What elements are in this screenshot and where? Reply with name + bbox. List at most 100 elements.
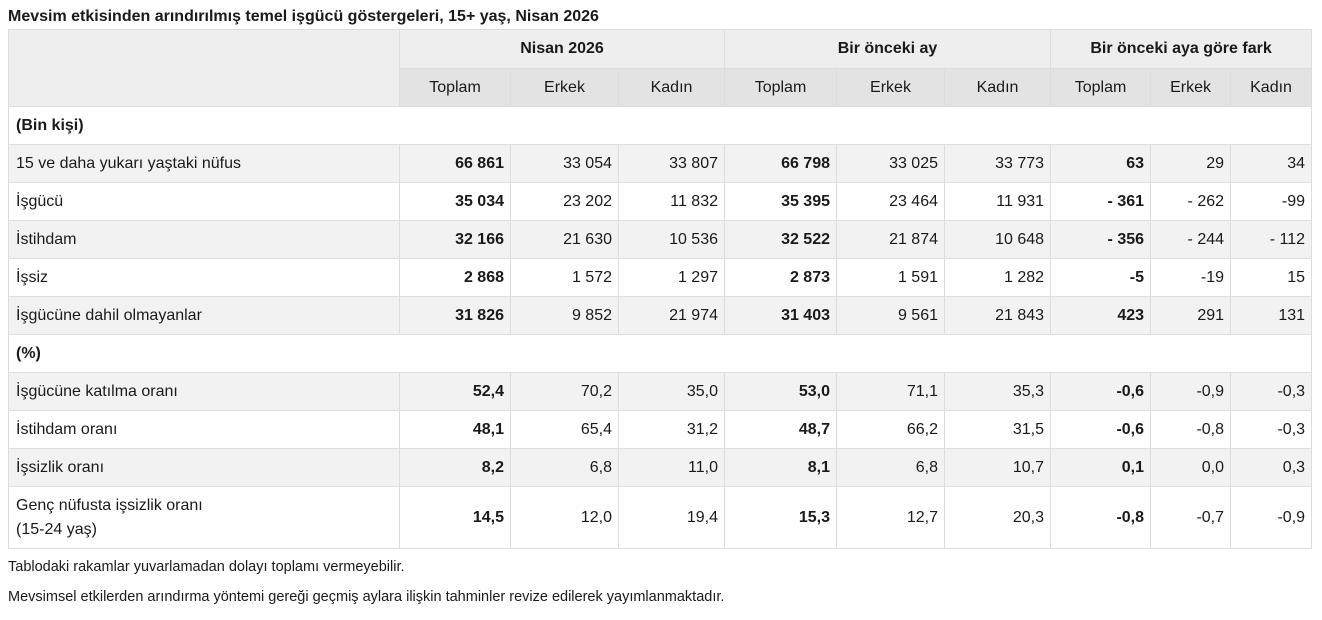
value-cell: 14,5 [399, 486, 511, 549]
value-cell: - 244 [1150, 220, 1232, 259]
value-cell: 66 861 [399, 144, 511, 183]
value-cell: - 262 [1150, 182, 1232, 221]
section-label: (%) [7, 334, 1313, 373]
value-cell: -0,3 [1230, 372, 1313, 411]
section-row: (%) [7, 334, 1313, 373]
value-cell: 31,2 [618, 410, 725, 449]
value-cell: 11,0 [618, 448, 725, 487]
value-cell: 2 868 [399, 258, 511, 297]
row-label: İşsizlik oranı [16, 458, 105, 476]
value-cell: 71,1 [836, 372, 945, 411]
footnote-seasonal-adjustment: Mevsimsel etkilerden arındırma yöntemi g… [8, 589, 725, 605]
value-cell: 29 [1150, 144, 1232, 183]
value-cell: -0,9 [1150, 372, 1232, 411]
header-sub-cell: Erkek [1150, 68, 1232, 107]
value-cell: 48,7 [724, 410, 837, 449]
row-label-cell: İşgücüne dahil olmayanlar [8, 296, 400, 335]
value-cell: -0,6 [1050, 372, 1152, 411]
header-sub-cell: Erkek [510, 68, 619, 107]
value-cell: 23 202 [510, 182, 619, 221]
value-cell: -19 [1150, 258, 1232, 297]
value-cell: 8,2 [399, 448, 511, 487]
value-cell: 423 [1050, 296, 1152, 335]
table-row: İşgücüne katılma oranı 52,4 70,2 35,0 53,0 71… [8, 372, 1313, 411]
value-cell: 31,5 [943, 410, 1052, 449]
value-cell: 9 561 [836, 296, 945, 335]
table-row: İşsizlik oranı 8,2 6,8 11,0 8,1 6,8 10,7 0,1 0,0… [8, 448, 1313, 487]
value-cell: -0,9 [1230, 486, 1313, 549]
value-cell: 33 054 [510, 144, 619, 183]
header-sub-cell: Toplam [724, 68, 837, 107]
value-cell: 12,7 [836, 486, 945, 549]
table-body: (Bin kişi) 15 ve daha yukarı yaştaki nüfu… [7, 106, 1313, 549]
value-cell: 11 931 [943, 182, 1052, 221]
value-cell: 2 873 [724, 258, 837, 297]
value-cell: 31 403 [724, 296, 837, 335]
header-group-previous-month: Bir önceki ay [723, 29, 1052, 69]
value-cell: 34 [1230, 144, 1313, 183]
section-label: (Bin kişi) [7, 106, 1313, 145]
table-title: Mevsim etkisinden arındırılmış temel işg… [8, 8, 599, 25]
value-cell: 1 282 [943, 258, 1052, 297]
value-cell: -99 [1230, 182, 1313, 221]
value-cell: 12,0 [510, 486, 619, 549]
value-cell: 8,1 [724, 448, 837, 487]
header-group-current-month: Nisan 2026 [399, 29, 725, 69]
value-cell: 21 974 [618, 296, 725, 335]
value-cell: 32 522 [724, 220, 837, 259]
value-cell: 48,1 [399, 410, 511, 449]
value-cell: -0,8 [1150, 410, 1232, 449]
header-group-difference: Bir önceki aya göre fark [1050, 29, 1313, 69]
header-sub-cell: Kadın [1230, 68, 1313, 107]
value-cell: 33 025 [836, 144, 945, 183]
row-label-cell: İstihdam [8, 220, 400, 259]
value-cell: 70,2 [510, 372, 619, 411]
value-cell: 65,4 [510, 410, 619, 449]
value-cell: 6,8 [510, 448, 619, 487]
row-label: İşgücüne katılma oranı [16, 382, 178, 400]
value-cell: 1 572 [510, 258, 619, 297]
value-cell: 15,3 [724, 486, 837, 549]
value-cell: 33 773 [943, 144, 1052, 183]
header-sub-cell: Toplam [399, 68, 511, 107]
value-cell: 52,4 [399, 372, 511, 411]
header-corner-cell [8, 29, 400, 107]
value-cell: -0,6 [1050, 410, 1152, 449]
value-cell: 35 395 [724, 182, 837, 221]
value-cell: 10,7 [943, 448, 1052, 487]
value-cell: 15 [1230, 258, 1313, 297]
value-cell: 21 630 [510, 220, 619, 259]
labour-indicators-table: Nisan 2026 Bir önceki ay Bir önceki aya … [7, 29, 1313, 549]
value-cell: 35,3 [943, 372, 1052, 411]
value-cell: 131 [1230, 296, 1313, 335]
value-cell: -0,7 [1150, 486, 1232, 549]
value-cell: 35,0 [618, 372, 725, 411]
header-sub-cell: Kadın [618, 68, 725, 107]
value-cell: 35 034 [399, 182, 511, 221]
value-cell: -0,8 [1050, 486, 1152, 549]
value-cell: 21 874 [836, 220, 945, 259]
row-label-cell: İşgücü [8, 182, 400, 221]
table-row: İşgücüne dahil olmayanlar 31 826 9 852 21 9… [8, 296, 1313, 335]
table-row: İstihdam oranı 48,1 65,4 31,2 48,7 66,2 31,5 -0… [8, 410, 1313, 449]
header-sub-cell: Kadın [943, 68, 1052, 107]
value-cell: 53,0 [724, 372, 837, 411]
value-cell: 20,3 [943, 486, 1052, 549]
value-cell: 11 832 [618, 182, 725, 221]
value-cell: 1 591 [836, 258, 945, 297]
value-cell: -0,3 [1230, 410, 1313, 449]
row-label-cell: 15 ve daha yukarı yaştaki nüfus [8, 144, 400, 183]
header-sub-cell: Toplam [1050, 68, 1152, 107]
value-cell: 1 297 [618, 258, 725, 297]
value-cell: 9 852 [510, 296, 619, 335]
value-cell: 0,1 [1050, 448, 1152, 487]
value-cell: - 361 [1050, 182, 1152, 221]
row-label-cell: İşsizlik oranı [8, 448, 400, 487]
header-sub-cell: Erkek [836, 68, 945, 107]
row-label-cell: İstihdam oranı [8, 410, 400, 449]
row-label: İstihdam oranı [16, 420, 118, 438]
row-label: İşgücü [16, 192, 64, 210]
row-label-cell: Genç nüfusta işsizlik oranı (15-24 yaş) [8, 486, 400, 549]
value-cell: 33 807 [618, 144, 725, 183]
